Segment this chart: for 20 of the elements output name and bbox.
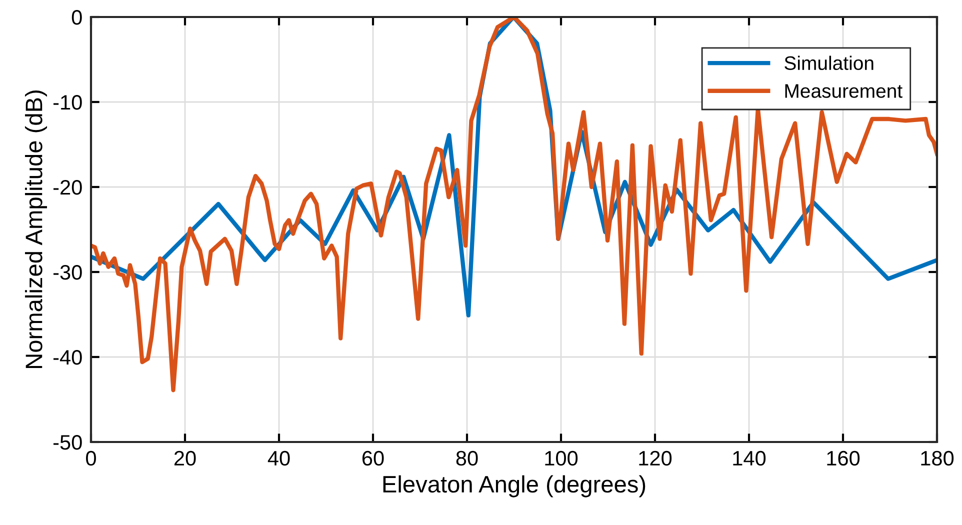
- x-tick-label: 0: [86, 450, 96, 466]
- y-tick-label: -40: [53, 350, 82, 365]
- legend-label: Simulation: [784, 56, 874, 70]
- x-tick-label: 160: [827, 450, 860, 466]
- x-tick-label: 60: [362, 450, 384, 466]
- x-tick-label: 100: [545, 450, 578, 466]
- x-tick-label: 180: [921, 450, 954, 466]
- y-tick-label: -50: [53, 435, 82, 450]
- x-axis-title: Elevaton Angle (degrees): [383, 475, 646, 498]
- x-tick-label: 120: [639, 450, 672, 466]
- y-tick-label: -20: [53, 180, 82, 195]
- y-tick-label: -10: [53, 95, 82, 110]
- y-tick-label: 0: [72, 10, 82, 25]
- x-tick-label: 140: [733, 450, 766, 466]
- y-axis-title: Normalized Amplitude (dB): [24, 90, 48, 368]
- y-tick-label: -30: [53, 265, 82, 280]
- x-tick-label: 80: [456, 450, 478, 466]
- x-tick-label: 40: [268, 450, 290, 466]
- legend-label: Measurement: [785, 84, 902, 98]
- x-tick-label: 20: [174, 450, 196, 466]
